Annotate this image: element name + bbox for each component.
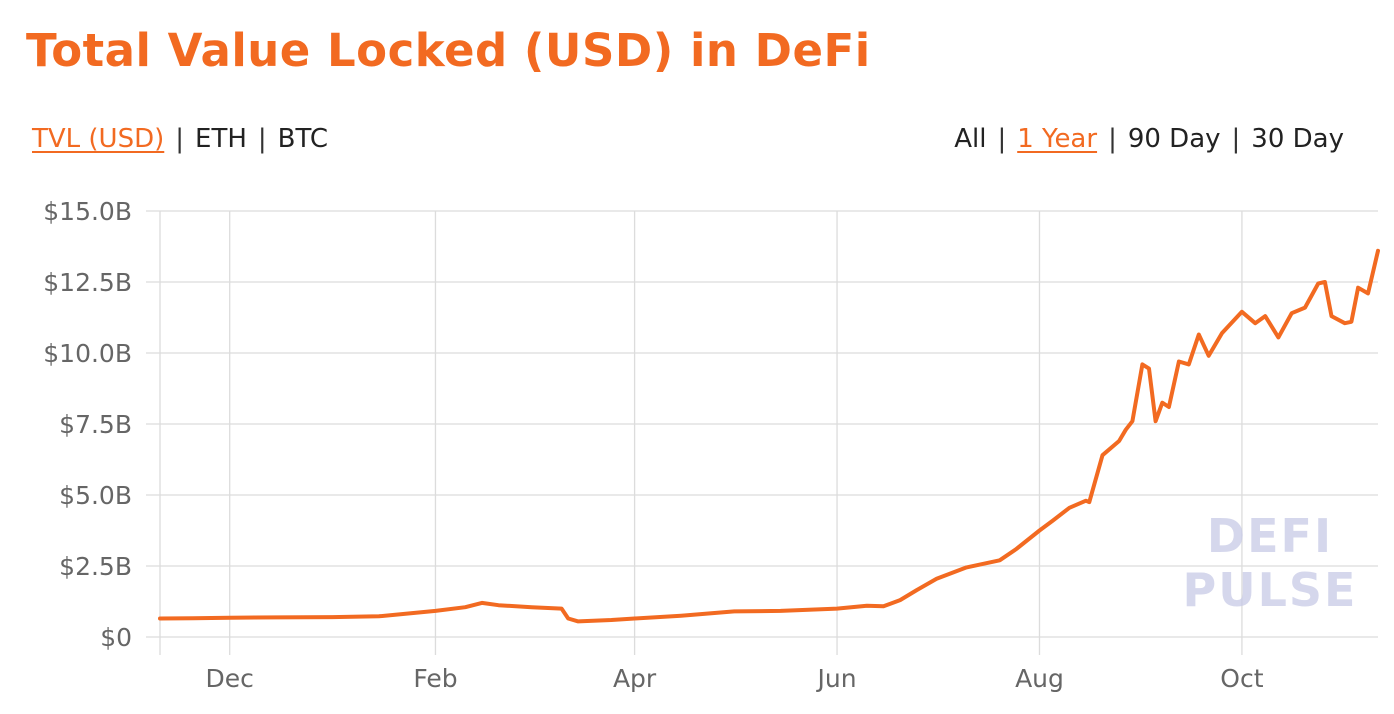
range-all[interactable]: All bbox=[954, 124, 987, 154]
range-separator: | bbox=[997, 124, 1007, 154]
x-tick-label: Jun bbox=[816, 664, 857, 693]
y-tick-label: $5.0B bbox=[59, 481, 132, 510]
x-tick-label: Feb bbox=[413, 664, 457, 693]
chart-grid bbox=[146, 210, 1378, 655]
range-toggle-group: All | 1 Year | 90 Day | 30 Day bbox=[954, 124, 1344, 154]
range-separator: | bbox=[1231, 124, 1241, 154]
series-line-tvl bbox=[158, 248, 1380, 624]
y-tick-label: $2.5B bbox=[59, 552, 132, 581]
watermark-line-2: PULSE bbox=[1183, 563, 1358, 617]
range-1-year[interactable]: 1 Year bbox=[1017, 124, 1098, 154]
x-tick-label: Dec bbox=[205, 664, 253, 693]
series-layer bbox=[158, 248, 1380, 624]
toggle-btc[interactable]: BTC bbox=[277, 124, 329, 154]
toggle-tvl-usd[interactable]: TVL (USD) bbox=[32, 124, 165, 154]
range-30-day[interactable]: 30 Day bbox=[1251, 124, 1344, 154]
watermark-line-1: DEFI bbox=[1207, 509, 1333, 563]
watermark: DEFI PULSE bbox=[1183, 509, 1358, 617]
y-axis: $0 $2.5B $5.0B $7.5B $10.0B $12.5B $15.0B bbox=[43, 197, 132, 652]
page-title: Total Value Locked (USD) in DeFi bbox=[26, 24, 871, 77]
x-axis: Dec Feb Apr Jun Aug Oct bbox=[205, 664, 1263, 693]
y-tick-label: $0 bbox=[100, 623, 132, 652]
range-separator: | bbox=[1108, 124, 1117, 154]
x-tick-label: Apr bbox=[613, 664, 657, 693]
toggle-separator: | bbox=[257, 124, 267, 154]
y-tick-label: $10.0B bbox=[43, 339, 132, 368]
range-90-day[interactable]: 90 Day bbox=[1127, 124, 1221, 154]
toggle-eth[interactable]: ETH bbox=[195, 124, 247, 154]
y-tick-label: $7.5B bbox=[59, 410, 132, 439]
x-tick-label: Oct bbox=[1220, 664, 1263, 693]
toggle-separator: | bbox=[175, 124, 185, 154]
x-tick-label: Aug bbox=[1015, 664, 1064, 693]
y-tick-label: $15.0B bbox=[43, 197, 132, 226]
metric-toggle-group: TVL (USD) | ETH | BTC bbox=[32, 124, 328, 154]
y-tick-label: $12.5B bbox=[43, 268, 132, 297]
